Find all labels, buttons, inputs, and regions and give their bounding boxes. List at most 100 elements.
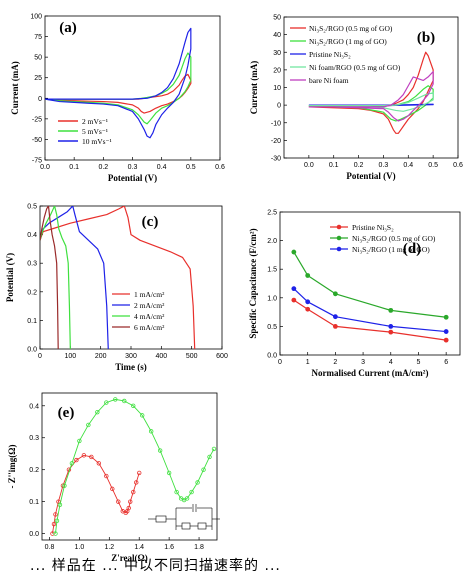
data-point <box>126 505 131 511</box>
x-tick-label: 0.3 <box>379 162 389 169</box>
data-point <box>201 467 206 472</box>
legend-entry: Ni foam/RGO (0.5 mg of GO) <box>309 63 401 72</box>
data-point <box>305 299 311 305</box>
series-line-2 <box>293 251 447 318</box>
x-tick-label: 0.4 <box>157 164 167 171</box>
data-point <box>211 446 217 452</box>
x-tick-label: 0 <box>38 353 42 360</box>
plot-frame-e <box>41 392 218 541</box>
y-tick-label: 50 <box>273 15 281 22</box>
x-tick-label: 100 <box>64 353 76 360</box>
x-tick-label: 6 <box>444 359 448 366</box>
y-tick-label: 0 <box>277 103 281 110</box>
data-point <box>110 486 115 492</box>
y-tick-label: 0.0 <box>29 531 39 538</box>
x-tick-label: 1.6 <box>164 544 174 551</box>
legend-entry: bare Ni foam <box>309 76 349 85</box>
y-tick-label: 0.3 <box>29 435 39 442</box>
panel-label: (d) <box>403 241 421 257</box>
data-point <box>332 291 338 297</box>
panel-e: 0.8 1.0 1.2 1.4 1.6 1.8 0.0 0.1 0.2 0.3 0.4 Z'real(… <box>7 392 220 563</box>
legend-marker <box>336 246 342 252</box>
y-tick-label: -20 <box>271 138 281 145</box>
y-tick-label: 0.0 <box>267 353 277 360</box>
data-point <box>443 314 449 320</box>
x-axis-label: Potential (V) <box>346 171 395 181</box>
data-point <box>86 422 91 428</box>
data-point <box>104 473 109 479</box>
x-axis-label: Z'real(Ω) <box>111 553 148 563</box>
x-tick-label: 2 <box>333 359 337 366</box>
x-tick-label: 0.1 <box>329 162 339 169</box>
data-point <box>184 496 190 501</box>
y-tick-label: 0.2 <box>29 467 39 474</box>
legend-entry: 6 mA/cm² <box>134 323 165 332</box>
data-point <box>95 409 100 415</box>
data-point <box>137 470 142 476</box>
data-point <box>131 403 136 408</box>
y-tick-label: -75 <box>32 158 42 165</box>
data-point <box>57 502 63 508</box>
data-point <box>305 306 311 312</box>
y-axis-label: Specific Capacitance (F/cm²) <box>248 228 258 338</box>
legend-entry: 2 mVs⁻¹ <box>82 117 108 126</box>
panel-d: 0 1 2 3 4 5 6 0.0 0.5 1.0 1.5 2.0 2.5 Normalised Curr… <box>248 210 461 378</box>
y-tick-label: 50 <box>34 55 42 62</box>
data-point <box>77 438 82 444</box>
data-point <box>388 307 394 313</box>
x-tick-label: 0.0 <box>40 164 50 171</box>
y-tick-label: 20 <box>273 67 281 74</box>
series-line-2 <box>55 398 215 534</box>
x-tick-label: 1.8 <box>194 544 204 551</box>
data-point <box>62 483 67 488</box>
data-point <box>189 489 194 495</box>
data-point <box>388 329 394 335</box>
y-tick-label: 30 <box>273 50 281 57</box>
x-tick-label: 0.4 <box>403 162 413 169</box>
y-tick-label: 100 <box>30 14 42 21</box>
series-line-3 <box>293 288 447 333</box>
data-point <box>53 512 58 517</box>
y-tick-label: -50 <box>32 137 42 144</box>
plot-area-d <box>291 249 449 343</box>
legend-entry: 1 mA/cm² <box>134 290 165 299</box>
panel-label: (c) <box>142 214 159 230</box>
series-line-1 <box>40 206 196 349</box>
y-tick-label: 0.0 <box>27 347 37 354</box>
y-tick-label: 0.5 <box>267 324 277 331</box>
legend-c: 1 mA/cm² 2 mA/cm² 4 mA/cm² 6 mA/cm² <box>112 290 165 332</box>
legend-entry: 4 mA/cm² <box>134 312 165 321</box>
y-tick-label: 1.0 <box>267 295 277 302</box>
x-tick-label: 1.2 <box>104 544 114 551</box>
data-point <box>104 400 109 405</box>
data-point <box>69 461 75 466</box>
data-point <box>291 249 297 255</box>
data-point <box>332 314 338 320</box>
data-point <box>116 499 121 504</box>
x-tick-label: 0 <box>278 359 282 366</box>
legend-a: 2 mVs⁻¹5 mVs⁻¹10 mVs⁻¹ <box>58 117 112 146</box>
data-point <box>305 273 311 278</box>
data-point <box>81 453 87 458</box>
data-point <box>74 457 79 463</box>
legend-entry: Ni₃S₂/RGO (1 mg of GO) <box>309 37 387 46</box>
x-tick-label: 4 <box>389 359 393 366</box>
x-tick-label: 0.6 <box>453 162 463 169</box>
legend-entry: Ni₃S₂/RGO (1 mg of GO) <box>352 245 430 254</box>
data-point <box>443 337 449 343</box>
warburg-symbol <box>197 522 207 530</box>
legend-b: Ni₃S₂/RGO (0.5 mg of GO) Ni₃S₂/RGO (1 mg … <box>290 24 401 85</box>
y-tick-label: 0.1 <box>29 499 39 506</box>
plot-area-c <box>40 206 196 349</box>
y-axis-label: Current (mA) <box>10 61 20 115</box>
equivalent-circuit-diagram <box>148 504 220 530</box>
figure-caption: ... 样品在 ... 中以不同扫描速率的 ... <box>30 558 281 574</box>
y-tick-label: 0.5 <box>27 204 37 211</box>
x-tick-label: 0.5 <box>428 162 438 169</box>
x-tick-label: 300 <box>125 353 137 360</box>
data-point <box>50 531 55 536</box>
y-tick-label: 0.4 <box>27 232 37 239</box>
x-tick-label: 400 <box>155 353 167 360</box>
panel-label: (a) <box>59 20 77 36</box>
